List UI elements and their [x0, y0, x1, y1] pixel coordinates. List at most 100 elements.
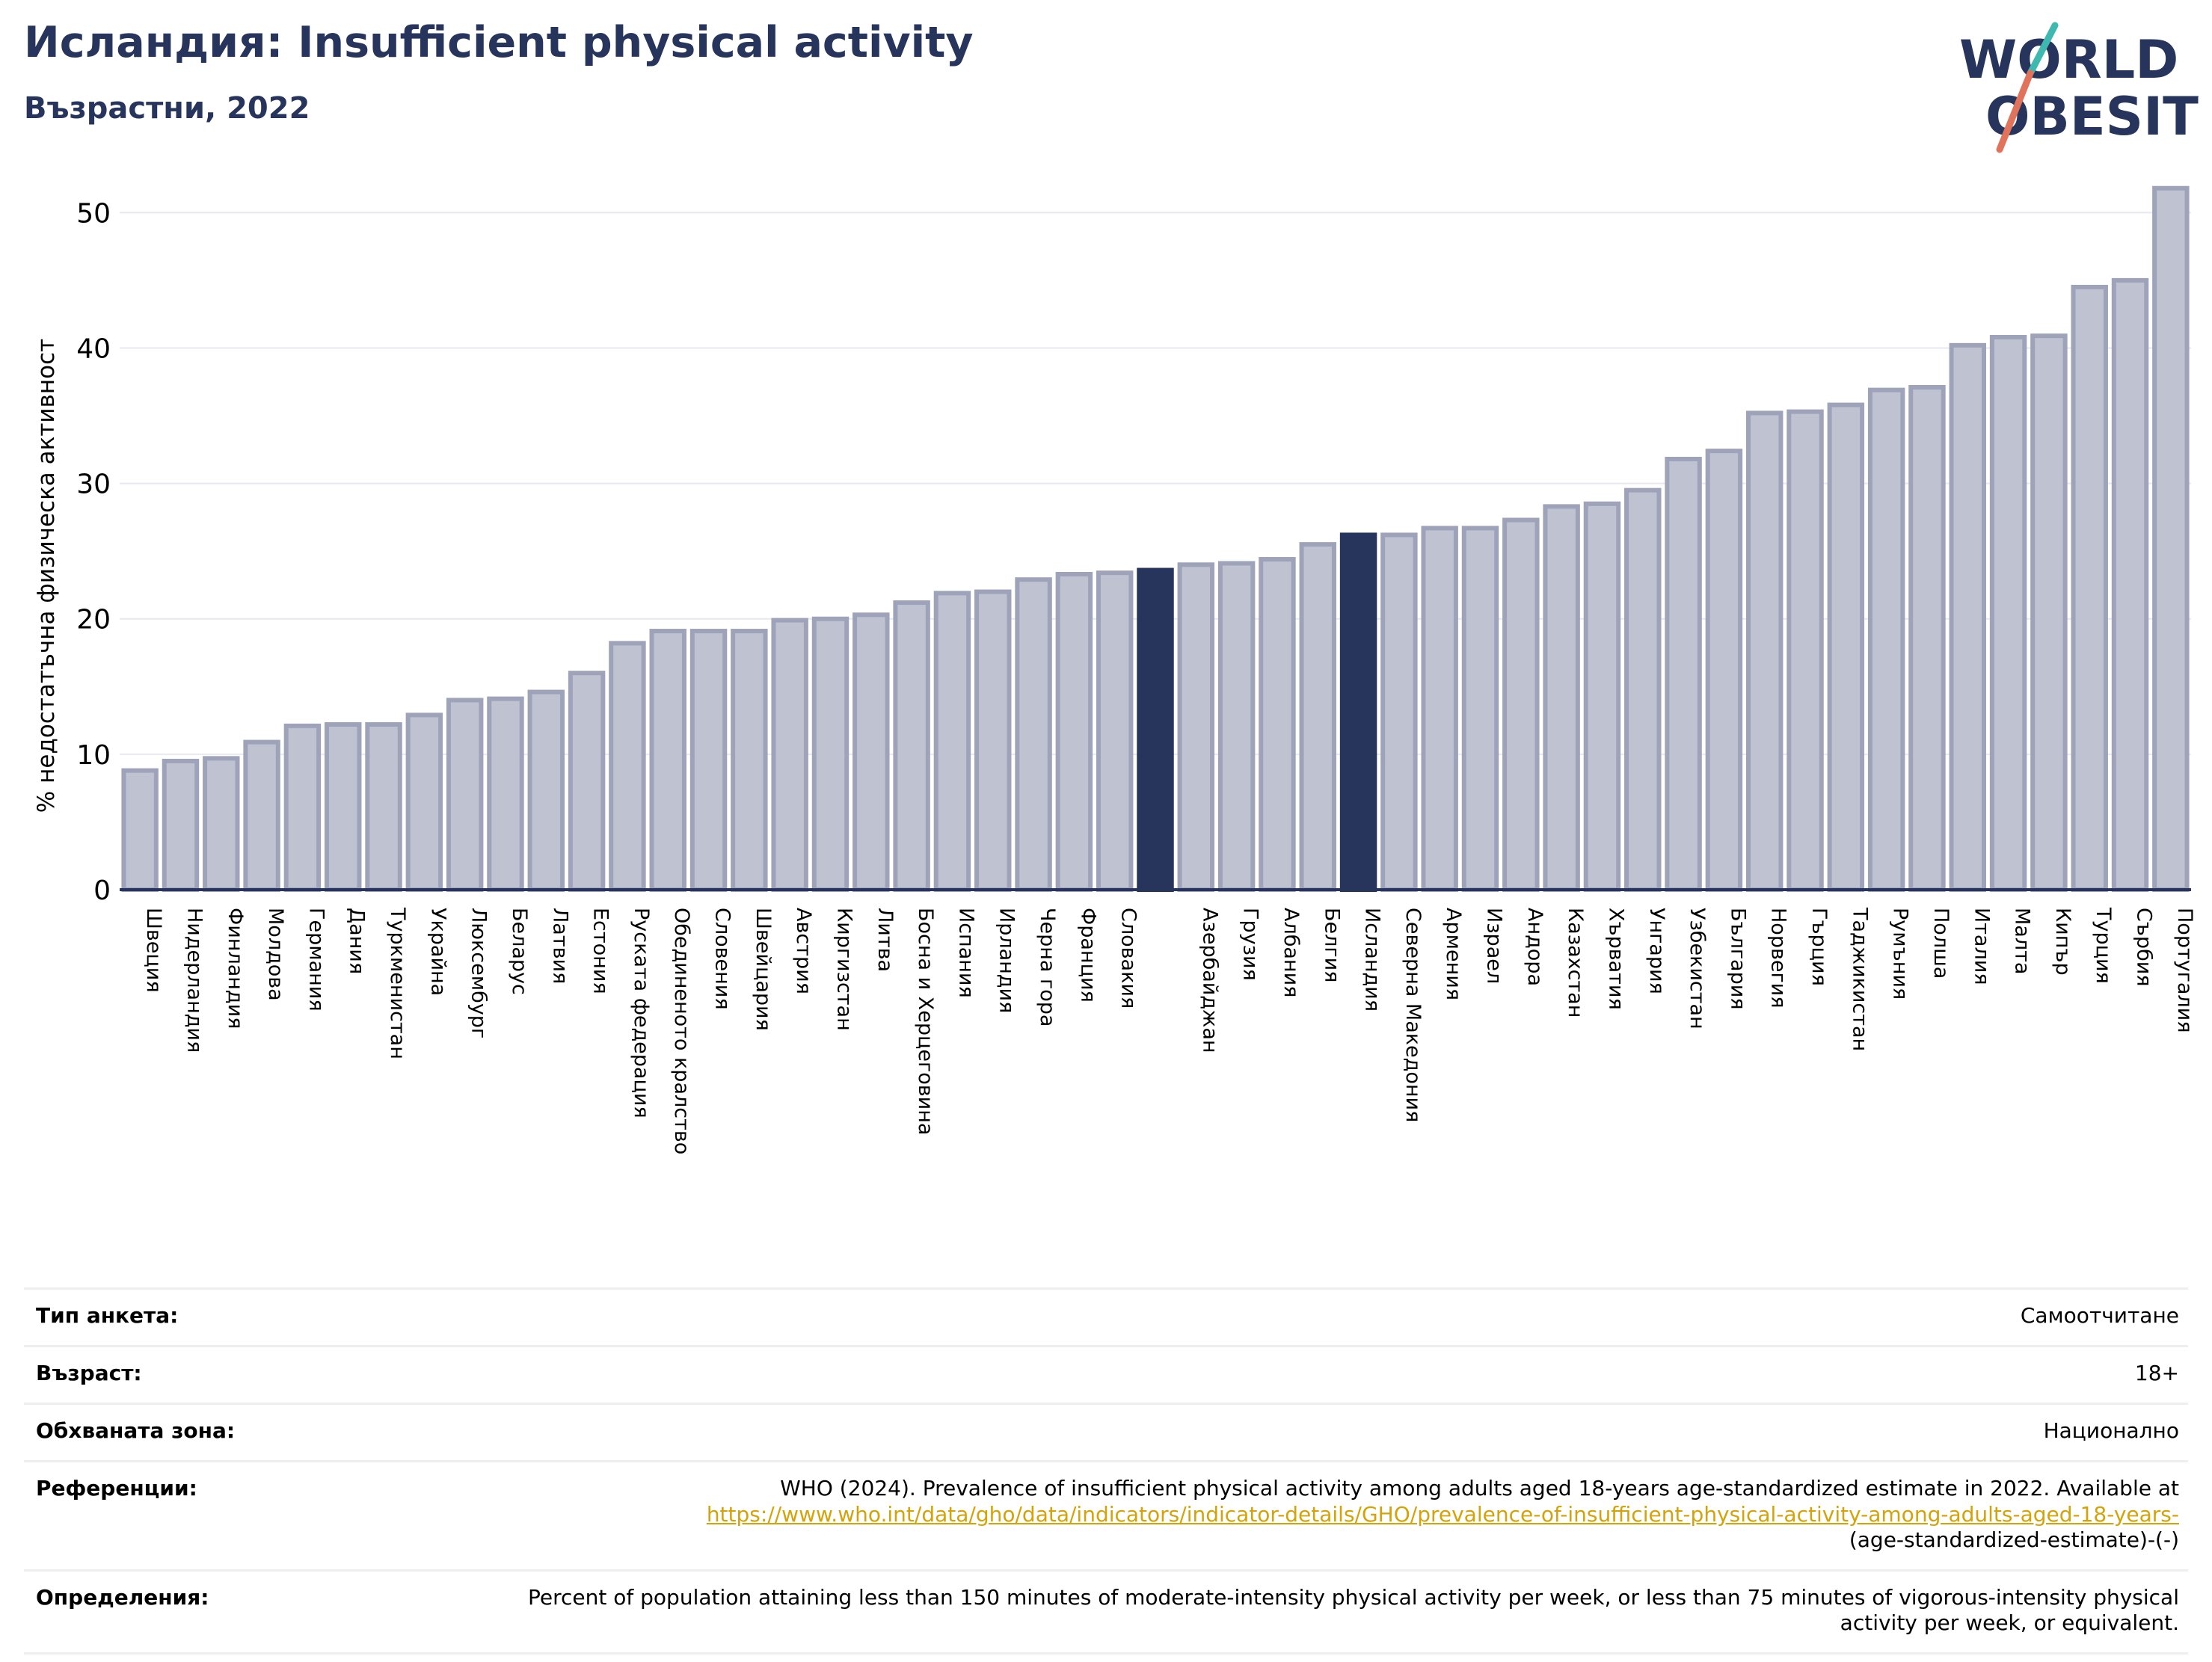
x-tick-label: Ирландия: [995, 908, 1019, 1013]
info-label: Възраст:: [36, 1361, 142, 1386]
x-tick-label: Черна гора: [1036, 908, 1059, 1027]
x-tick-label: Франция: [1076, 908, 1099, 1003]
info-value: Percent of population attaining less tha…: [528, 1584, 2179, 1636]
bar: [1827, 402, 1865, 892]
bar: [1908, 385, 1946, 892]
reference-text: WHO (2024). Prevalence of insufficient p…: [780, 1476, 2179, 1501]
info-row-area: Обхваната зона: Национално: [24, 1403, 2188, 1460]
x-tick-label: Германия: [304, 908, 328, 1012]
bar: [365, 722, 402, 892]
reference-link[interactable]: https://www.who.int/data/gho/data/indica…: [706, 1501, 2179, 1527]
bar: [1705, 449, 1743, 892]
info-value: 18+: [2134, 1361, 2179, 1386]
x-tick-label: Швейцария: [752, 908, 775, 1031]
bar: [1989, 334, 2027, 892]
x-tick-label: Кипър: [2051, 908, 2074, 976]
bar: [1380, 532, 1418, 892]
x-tick-label: Малта: [2011, 908, 2034, 974]
bar: [1299, 542, 1336, 892]
info-value: Национално: [2043, 1418, 2179, 1444]
x-tick-label: Гърция: [1807, 908, 1831, 986]
bar: [1949, 342, 1987, 892]
bar: [974, 589, 1012, 893]
bar: [568, 671, 606, 892]
info-row-definitions: Определения: Percent of population attai…: [24, 1569, 2188, 1655]
x-tick-label: Армения: [1442, 908, 1465, 1000]
info-value: Самоотчитане: [2020, 1303, 2179, 1328]
x-tick-label: Словения: [711, 908, 734, 1010]
bar: [1339, 532, 1377, 892]
reference-text-2: (age-standardized-estimate)-(-): [1849, 1527, 2179, 1552]
bar: [1259, 557, 1296, 892]
bar: [283, 723, 322, 893]
bar: [1624, 487, 1662, 892]
bar: [1096, 570, 1134, 892]
x-tick-label: Узбекистан: [1686, 908, 1709, 1029]
bar: [487, 696, 524, 892]
x-tick-label: Украйна: [426, 908, 449, 996]
bar: [1137, 567, 1174, 893]
info-label: Обхваната зона:: [36, 1418, 236, 1444]
x-tick-label: Австрия: [792, 908, 815, 994]
info-value: WHO (2024). Prevalence of insufficient p…: [707, 1476, 2188, 1552]
info-label: Референции:: [36, 1476, 197, 1501]
bar: [1461, 526, 1499, 893]
x-tick-label: Латвия: [548, 908, 571, 984]
page-title: Исландия: Insufficient physical activity: [24, 18, 974, 67]
x-tick-label: Испания: [954, 908, 977, 998]
bar: [1543, 504, 1580, 892]
bar: [1787, 409, 1824, 892]
bar: [1665, 457, 1702, 892]
bar: [527, 689, 565, 892]
bar: [121, 768, 159, 892]
x-tick-label: Полша: [1929, 908, 1953, 979]
bar: [1502, 517, 1540, 893]
x-tick-label: Румъния: [1889, 908, 1912, 1000]
bar: [1421, 526, 1458, 893]
y-tick-label: 10: [76, 740, 111, 771]
x-tick-label: Естония: [589, 908, 612, 994]
x-tick-label: Хърватия: [1604, 908, 1627, 1010]
bar: [852, 612, 890, 892]
y-tick-label: 20: [76, 605, 111, 635]
x-tick-label: Словакия: [1117, 908, 1140, 1009]
x-tick-label: Норвегия: [1767, 908, 1790, 1008]
info-row-age: Възраст: 18+: [24, 1345, 2188, 1403]
bar: [203, 756, 240, 892]
x-tick-label: Киргизстан: [832, 908, 855, 1031]
x-tick-label: Туркменистан: [386, 907, 409, 1059]
world-obesity-logo: WORLD OBESITY: [1959, 22, 2199, 153]
info-label: Определения:: [36, 1584, 209, 1610]
x-tick-label: Албания: [1279, 908, 1303, 997]
x-tick-label: Обединеното кралство: [670, 908, 693, 1154]
x-tick-label: Азербайджан: [1198, 908, 1221, 1053]
bar: [771, 618, 808, 892]
info-row-survey: Тип анкета: Самоотчитане: [24, 1287, 2188, 1345]
info-row-references: Референции: WHO (2024). Prevalence of in…: [24, 1460, 2188, 1569]
bar: [689, 629, 728, 892]
bar: [446, 698, 484, 892]
bar: [609, 641, 646, 892]
bar: [1217, 561, 1256, 892]
bar-chart: 0 10 20 30 40 50 % недостатъчна физическа акти…: [33, 185, 2196, 1154]
bar: [325, 722, 362, 892]
bar: [649, 629, 686, 892]
info-label: Тип анкета:: [36, 1303, 179, 1328]
bar: [1745, 410, 1784, 892]
info-table: Тип анкета: Самоотчитане Възраст: 18+ Об…: [24, 1287, 2188, 1655]
page-subtitle: Възрастни, 2022: [24, 91, 310, 126]
bar: [811, 616, 850, 892]
bar: [1177, 562, 1215, 892]
y-tick-label: 50: [76, 198, 111, 229]
x-tick-label: Молдова: [264, 908, 287, 1001]
x-tick-label: Руската федерация: [630, 908, 653, 1118]
bar: [1055, 571, 1093, 893]
x-tick-label: Литва: [873, 908, 897, 972]
bar: [405, 712, 443, 892]
bar: [893, 600, 930, 892]
y-tick-label: 40: [76, 333, 111, 364]
x-tick-label: Израел: [1483, 908, 1506, 984]
bar: [731, 629, 768, 892]
logo-line1: WORLD: [1959, 29, 2178, 90]
x-tick-label: Таджикистан: [1848, 907, 1871, 1051]
